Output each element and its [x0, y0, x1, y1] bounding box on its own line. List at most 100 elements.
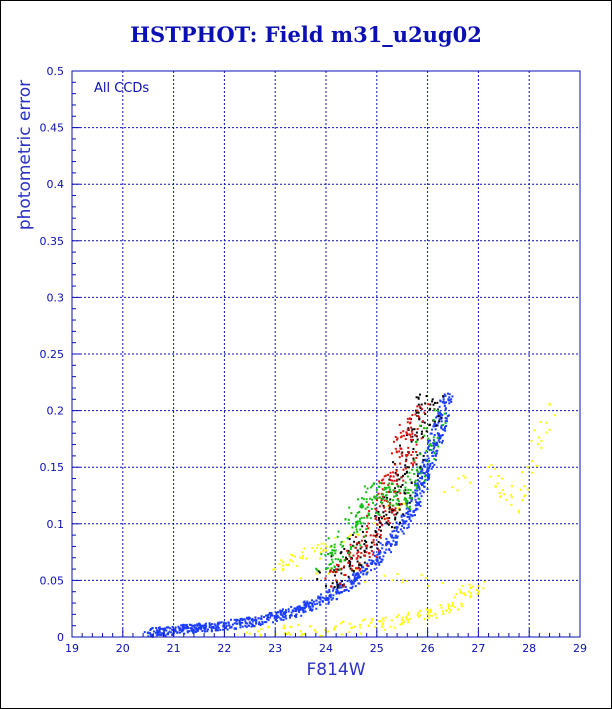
data-point	[447, 414, 450, 417]
data-point	[407, 510, 410, 513]
data-point	[301, 551, 304, 554]
data-point	[413, 459, 416, 462]
data-point	[210, 629, 213, 632]
data-point	[303, 604, 306, 607]
data-point	[341, 580, 344, 583]
data-point	[348, 577, 351, 580]
data-point	[377, 517, 380, 520]
data-point	[553, 414, 556, 417]
data-point	[410, 430, 413, 433]
data-point	[299, 606, 302, 609]
data-point	[419, 504, 422, 507]
data-point	[408, 451, 411, 454]
axis-ticks: 19 20 21 22 23 24 25 26 27 28 29 0 0.05 0.1 0.15 0.2 0.2…	[40, 65, 588, 655]
data-point	[519, 488, 522, 491]
data-point	[448, 402, 451, 405]
data-point	[370, 541, 373, 544]
data-point	[370, 561, 373, 564]
data-point	[411, 438, 414, 441]
data-point	[358, 510, 361, 513]
data-point	[299, 607, 302, 610]
data-point	[187, 626, 190, 629]
data-point	[422, 454, 425, 457]
data-point	[286, 633, 289, 636]
data-point	[196, 624, 199, 627]
data-point	[190, 627, 193, 630]
data-point	[408, 471, 411, 474]
data-point	[284, 631, 287, 634]
data-point	[436, 415, 439, 418]
data-point	[416, 472, 419, 475]
data-point	[464, 594, 467, 597]
data-point	[355, 520, 358, 523]
data-point	[378, 551, 381, 554]
data-point	[245, 625, 248, 628]
data-point	[396, 535, 399, 538]
data-point	[408, 507, 411, 510]
data-point	[418, 417, 421, 420]
data-point	[432, 403, 435, 406]
data-point	[373, 567, 376, 570]
data-point	[180, 629, 183, 632]
data-point	[398, 488, 401, 491]
data-point	[407, 491, 410, 494]
data-point	[408, 516, 411, 519]
data-point	[417, 411, 420, 414]
data-point	[387, 523, 390, 526]
data-point	[293, 555, 296, 558]
data-point	[407, 526, 410, 529]
data-point	[368, 513, 371, 516]
data-point	[234, 627, 237, 630]
data-point	[327, 598, 330, 601]
data-point	[440, 426, 443, 429]
data-point	[246, 617, 249, 620]
data-point	[146, 632, 149, 635]
data-point	[416, 508, 419, 511]
data-point	[414, 498, 417, 501]
data-point	[380, 524, 383, 527]
data-point	[415, 440, 418, 443]
data-point	[162, 627, 165, 630]
data-point	[257, 617, 260, 620]
data-point	[279, 617, 282, 620]
data-point	[341, 584, 344, 587]
data-point	[326, 567, 329, 570]
data-point	[385, 521, 388, 524]
data-point	[383, 574, 386, 577]
data-point	[393, 526, 396, 529]
data-point	[155, 634, 158, 637]
data-point	[401, 621, 404, 624]
annotation-all-ccds: All CCDs	[94, 81, 149, 96]
data-point	[392, 504, 395, 507]
data-point	[416, 428, 419, 431]
data-point	[208, 622, 211, 625]
data-point	[432, 436, 435, 439]
data-point	[432, 439, 435, 442]
data-point	[325, 585, 327, 588]
data-point	[364, 568, 367, 571]
data-point	[442, 428, 445, 431]
data-point	[183, 632, 186, 635]
data-point	[368, 510, 371, 513]
data-point	[331, 553, 334, 556]
data-point	[174, 626, 177, 629]
data-point	[364, 539, 367, 542]
data-point	[372, 522, 375, 525]
data-point	[181, 624, 184, 627]
data-point	[391, 479, 394, 482]
data-point	[439, 414, 442, 417]
data-point	[376, 533, 379, 536]
data-point	[440, 413, 443, 416]
data-point	[360, 539, 363, 542]
data-point	[351, 564, 354, 567]
data-point	[171, 633, 174, 636]
data-point	[378, 505, 381, 508]
data-point	[338, 568, 341, 571]
data-point	[420, 573, 423, 576]
data-point	[370, 507, 373, 510]
data-point	[457, 608, 460, 611]
data-point	[426, 463, 429, 466]
data-point	[185, 623, 188, 626]
data-point	[305, 604, 308, 607]
data-point	[419, 465, 422, 468]
